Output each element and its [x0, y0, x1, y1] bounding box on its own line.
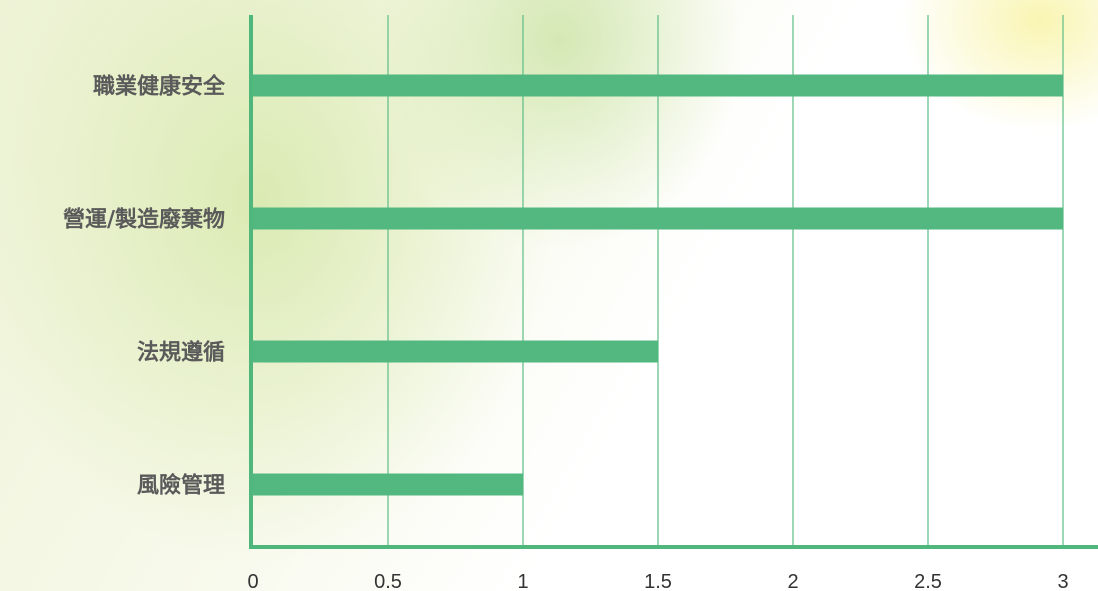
category-label: 營運/製造廢棄物	[63, 207, 225, 233]
bar	[253, 473, 523, 496]
axes	[249, 15, 1098, 549]
category-label: 職業健康安全	[93, 74, 226, 100]
x-tick-label: 1.5	[644, 571, 672, 591]
x-tick-label: 1	[517, 571, 528, 591]
x-tick-label: 0	[247, 571, 258, 591]
x-tick-label: 2.5	[914, 571, 942, 591]
x-tick-label: 0.5	[374, 571, 402, 591]
bar	[253, 207, 1063, 230]
bar	[253, 340, 658, 363]
tick-labels: 0 0.5 1 1.5 2 2.5 3	[247, 571, 1068, 591]
gridlines	[387, 15, 1064, 547]
x-tick-label: 3	[1057, 571, 1068, 591]
bar	[253, 74, 1063, 97]
category-label: 風險管理	[137, 473, 225, 499]
category-label: 法規遵循	[137, 340, 225, 366]
x-tick-label: 2	[787, 571, 798, 591]
bars	[253, 74, 1063, 496]
